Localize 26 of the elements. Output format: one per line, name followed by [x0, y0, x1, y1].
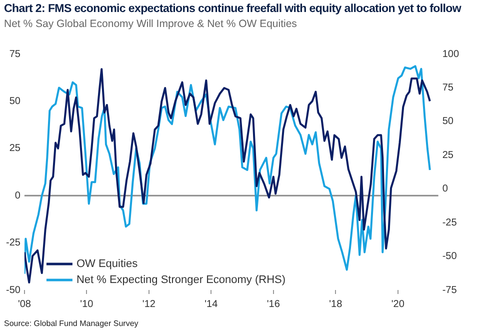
y2-tick-label: 25 — [442, 150, 454, 161]
x-tick-label: '08 — [18, 298, 32, 310]
x-tick-label: '12 — [142, 298, 156, 310]
y2-tick-label: -50 — [442, 251, 458, 262]
x-tick-label: '18 — [329, 298, 343, 310]
y2-tick-label: 100 — [442, 48, 460, 60]
x-tick-label: '14 — [204, 298, 218, 310]
y-tick-label: -25 — [6, 238, 21, 249]
chart-subtitle: Net % Say Global Economy Will Improve & Net % OW Equities — [4, 18, 297, 30]
y-tick-label: 0 — [14, 190, 21, 202]
y2-tick-label: -75 — [442, 284, 458, 296]
source-note: Source: Global Fund Manager Survey — [4, 319, 138, 328]
legend-label: OW Equities — [76, 258, 138, 270]
y2-tick-label: 0 — [442, 184, 448, 195]
x-tick-label: '10 — [80, 298, 94, 310]
x-tick-label: '16 — [266, 298, 280, 310]
y2-tick-label: 75 — [442, 82, 454, 94]
chart-title: Chart 2: FMS economic expectations continue freefall with equity allocation yet to follow — [4, 3, 462, 15]
y2-tick-label: -25 — [442, 217, 458, 228]
y-tick-label: 50 — [9, 96, 21, 107]
y-tick-label: -50 — [6, 284, 21, 296]
x-tick-label: '20 — [391, 298, 405, 310]
y-tick-label: 75 — [9, 48, 21, 60]
legend-label: Net % Expecting Stronger Economy (RHS) — [76, 274, 286, 286]
y2-tick-label: 50 — [442, 116, 454, 128]
y-tick-label: 25 — [9, 143, 21, 154]
